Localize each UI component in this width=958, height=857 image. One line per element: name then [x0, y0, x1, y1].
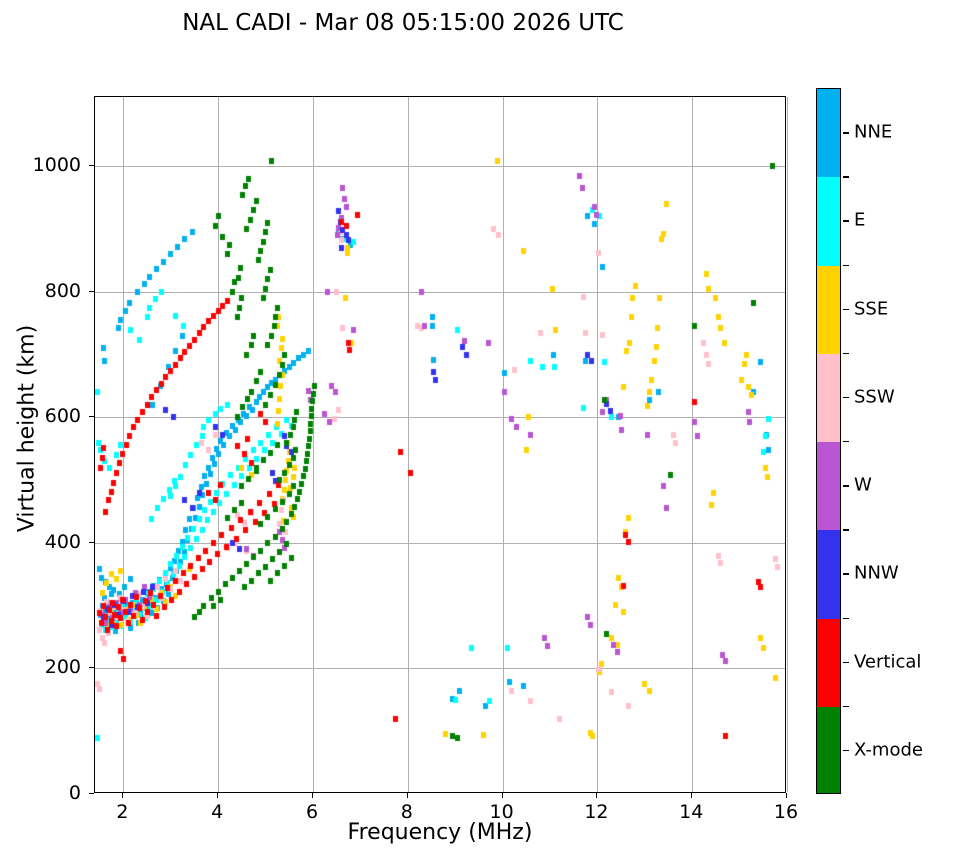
gridline-vertical — [787, 97, 788, 792]
colorbar-boundary-tick — [843, 264, 849, 266]
x-tick-label: 8 — [400, 801, 413, 823]
colorbar-label-nnw: NNW — [854, 562, 899, 584]
colorbar-boundary-tick — [843, 176, 849, 178]
page-title: NAL CADI - Mar 08 05:15:00 2026 UTC — [182, 10, 624, 36]
y-tick — [89, 541, 94, 543]
colorbar-band-vertical — [817, 618, 840, 707]
colorbar-label-vertical: Vertical — [854, 651, 922, 673]
colorbar-boundary-tick — [843, 617, 849, 619]
y-tick — [89, 290, 94, 292]
colorbar-band-nnw — [817, 530, 840, 619]
colorbar-band-sse — [817, 265, 840, 354]
colorbar-tick — [843, 485, 849, 487]
colorbar-band-x-mode — [817, 706, 840, 793]
colorbar-tick — [843, 396, 849, 399]
colorbar-tick — [843, 573, 849, 575]
plot-axes-area — [94, 96, 788, 794]
x-tick-label: 14 — [679, 801, 704, 823]
colorbar-band-e — [817, 177, 840, 266]
x-tick-label: 4 — [211, 801, 224, 823]
x-tick — [596, 793, 598, 798]
y-tick-label: 600 — [44, 405, 81, 428]
x-tick — [501, 793, 503, 798]
colorbar-tick — [843, 220, 849, 222]
colorbar-band-ssw — [817, 353, 840, 442]
x-tick-label: 10 — [489, 801, 514, 823]
colorbar-tick — [843, 749, 849, 752]
colorbar-label-w: W — [854, 474, 872, 496]
colorbar-boundary-tick — [843, 441, 849, 443]
colorbar-tick — [843, 132, 849, 134]
x-tick-label: 6 — [305, 801, 319, 823]
colorbar-label-nne: NNE — [854, 121, 893, 143]
colorbar-band-nne — [817, 89, 840, 178]
colorbar-boundary-tick — [843, 352, 849, 355]
y-tick — [89, 416, 94, 418]
y-tick — [89, 667, 94, 669]
y-tick-label: 400 — [44, 530, 81, 553]
colorbar-label-ssw: SSW — [854, 386, 895, 408]
colorbar-tick — [843, 308, 849, 311]
y-tick — [89, 165, 94, 167]
colorbar-boundary-tick — [843, 529, 849, 531]
x-tick — [691, 793, 693, 798]
colorbar-label-sse: SSE — [854, 298, 889, 320]
colorbar-boundary-tick — [843, 705, 849, 708]
x-tick-label: 16 — [773, 801, 799, 823]
ionogram-data-canvas — [95, 97, 787, 794]
colorbar-label-x-mode: X-mode — [854, 739, 923, 761]
x-tick-label: 12 — [584, 801, 609, 823]
x-tick — [122, 793, 124, 798]
y-tick-label: 1000 — [32, 154, 81, 177]
x-tick — [406, 793, 408, 798]
x-tick — [312, 793, 314, 798]
y-axis-label: Virtual height (km) — [14, 324, 40, 533]
x-tick — [786, 793, 787, 798]
colorbar-label-e: E — [854, 209, 866, 231]
x-tick — [217, 793, 219, 798]
x-tick-label: 2 — [116, 801, 129, 823]
colorbar-tick — [843, 661, 849, 664]
y-tick — [89, 793, 94, 794]
y-tick-label: 200 — [44, 656, 81, 679]
x-axis-label: Frequency (MHz) — [347, 820, 533, 845]
y-tick-label: 0 — [68, 782, 81, 804]
azimuth-colorbar — [816, 88, 841, 794]
colorbar-band-w — [817, 442, 840, 531]
y-tick-label: 800 — [44, 279, 81, 302]
